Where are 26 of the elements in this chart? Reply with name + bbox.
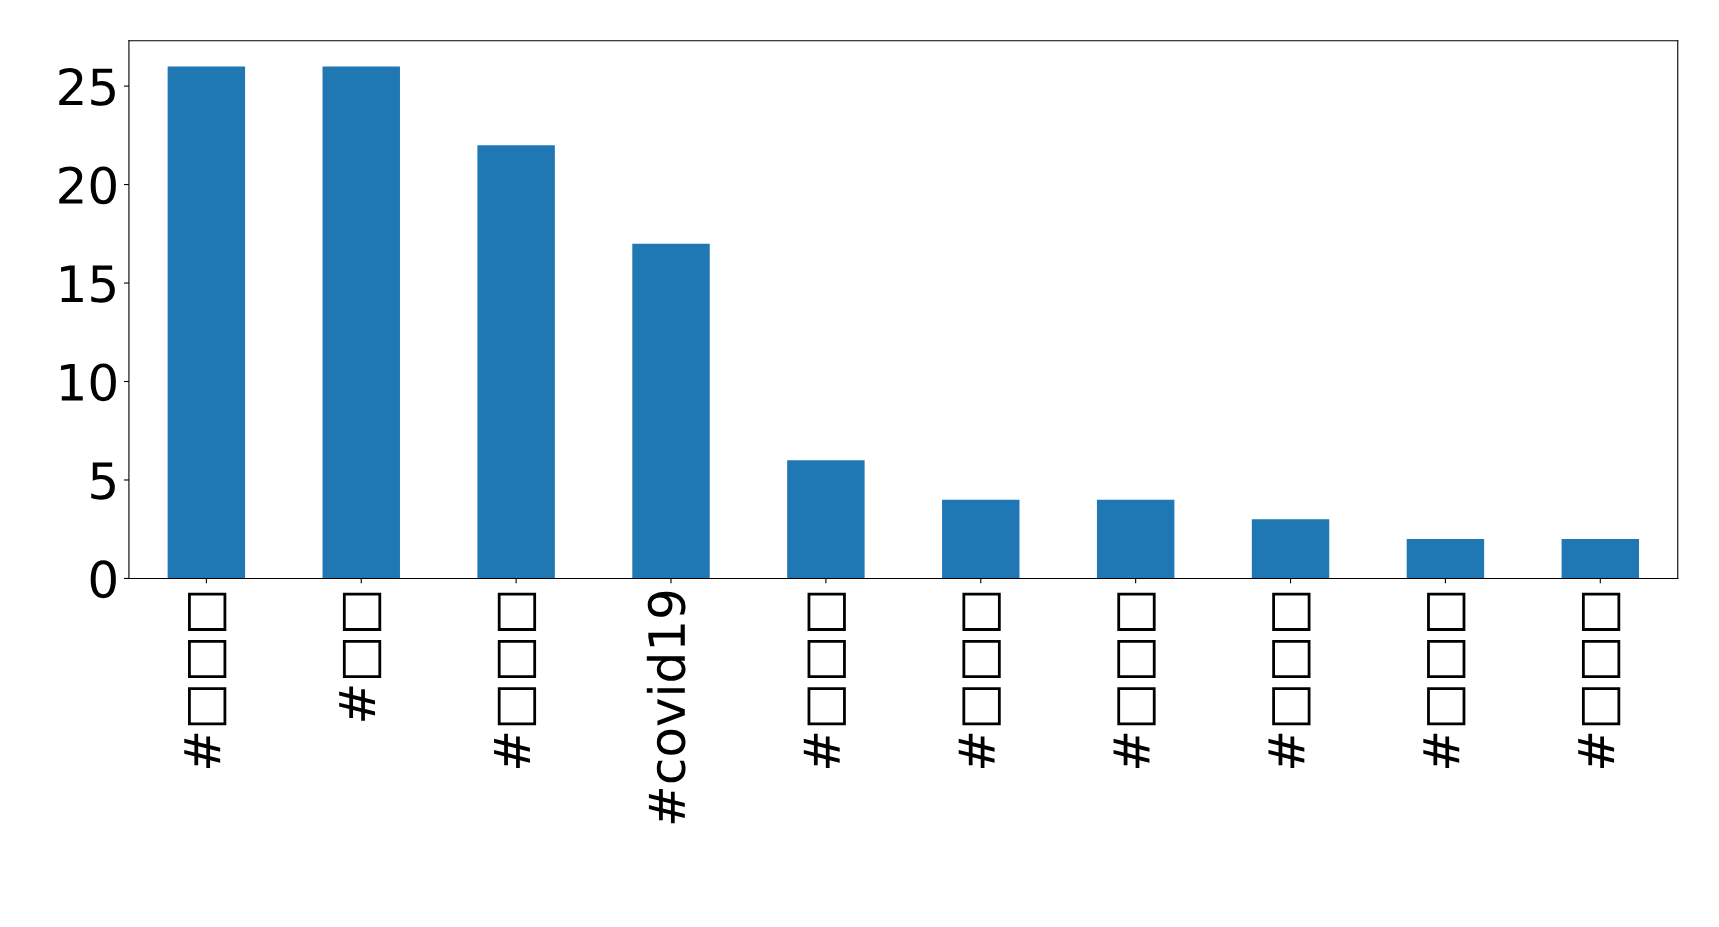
y-tick-label: 10 xyxy=(61,363,116,402)
x-tick-label: #□□ xyxy=(339,592,382,721)
bar xyxy=(787,460,865,579)
x-tick-label: #□□□ xyxy=(494,592,537,768)
bar xyxy=(1406,539,1485,579)
bar xyxy=(942,499,1020,579)
bar xyxy=(1251,519,1330,579)
y-tick-label: 25 xyxy=(59,67,115,106)
y-tick-label: 5 xyxy=(91,462,115,500)
bar xyxy=(167,66,246,579)
x-tick-label: #□□□ xyxy=(184,592,227,768)
x-tick-label: #□□□ xyxy=(958,592,1001,768)
x-tick-label: #□□□ xyxy=(1113,592,1156,768)
x-tick-label: #□□□ xyxy=(1268,592,1311,768)
x-tick-label: #covid19 xyxy=(646,591,686,824)
y-tick-label: 15 xyxy=(61,265,115,303)
bar xyxy=(477,145,555,579)
bar xyxy=(322,66,400,579)
y-tick-label: 0 xyxy=(90,560,116,599)
bar xyxy=(632,243,710,579)
x-tick-label: #□□□ xyxy=(803,592,846,768)
bar xyxy=(1096,499,1175,579)
x-tick-label: #□□□ xyxy=(1578,592,1621,768)
x-tick-label: #□□□ xyxy=(1423,592,1466,768)
bar xyxy=(1561,539,1640,579)
y-tick-label: 20 xyxy=(59,166,116,205)
